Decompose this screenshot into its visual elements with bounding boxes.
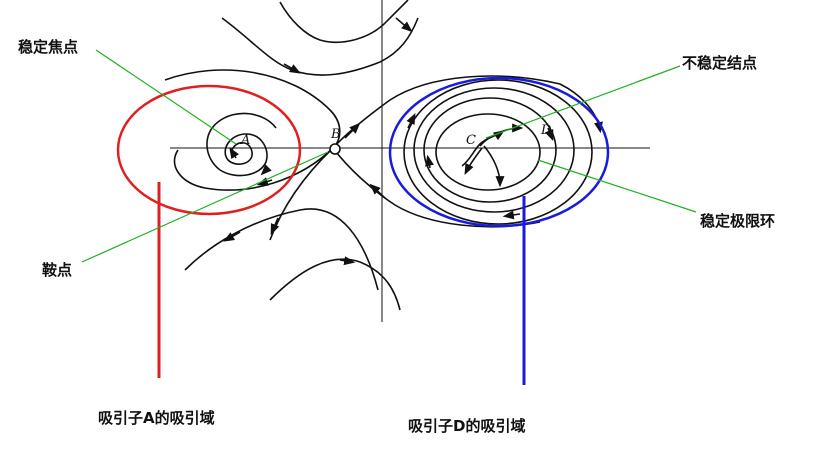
point-label-d: D [540, 123, 552, 138]
point-label-a: A [240, 133, 250, 148]
label-basin-a: 吸引子A的吸引域 [98, 409, 215, 427]
leader-line-stable-focus [95, 49, 237, 145]
limit-cycle-trajectories [403, 79, 603, 225]
leader-line-unstable-node [485, 65, 681, 139]
saddle-point-b [329, 143, 341, 155]
basin-d-outline [388, 76, 610, 228]
label-basin-d: 吸引子D的吸引域 [408, 417, 525, 435]
leader-line-saddle [81, 151, 329, 263]
unstable-node-trajectories [461, 123, 524, 188]
leader-line-limit-cycle [537, 159, 697, 213]
label-stable-limit-cycle: 稳定极限环 [700, 212, 775, 230]
bottom-flow-lines [184, 208, 401, 311]
label-stable-focus: 稳定焦点 [18, 38, 78, 56]
point-label-b: B [330, 127, 341, 142]
point-label-c: C [466, 133, 476, 148]
top-flow-lines [221, 0, 419, 76]
outer-left-trajectory [164, 69, 341, 191]
label-unstable-node: 不稳定结点 [682, 54, 757, 72]
label-saddle: 鞍点 [42, 261, 72, 279]
basin-a-outline [116, 84, 302, 216]
stable-focus-trajectories [206, 112, 277, 177]
